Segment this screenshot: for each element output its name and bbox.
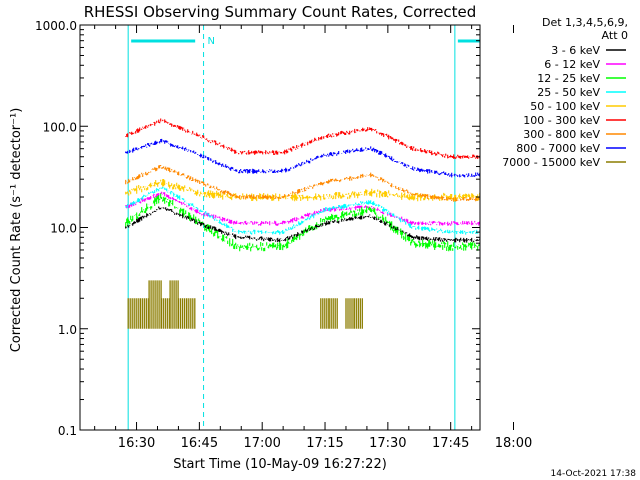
legend-entry-label: 25 - 50 keV <box>537 86 600 99</box>
y-tick-label: 1.0 <box>58 323 77 337</box>
night-bar <box>131 39 196 43</box>
y-tick-label: 0.1 <box>58 424 77 438</box>
y-tick-label: 10.0 <box>50 222 77 236</box>
legend-entry-label: 7000 - 15000 keV <box>502 156 600 169</box>
legend-entry-label: 6 - 12 keV <box>544 58 600 71</box>
legend-entry-label: 3 - 6 keV <box>551 44 600 57</box>
x-tick-label: 17:30 <box>369 436 406 451</box>
night-bar <box>457 39 480 43</box>
y-tick-label: 1000.0 <box>35 19 77 33</box>
x-tick-label: 17:15 <box>306 436 343 451</box>
x-tick-label: 17:45 <box>432 436 469 451</box>
legend-header: Att 0 <box>602 29 628 42</box>
series-line <box>125 179 480 202</box>
plot-frame <box>79 24 481 431</box>
x-tick-label: 16:45 <box>181 436 218 451</box>
series-line <box>125 165 480 202</box>
y-axis-label: Corrected Count Rate (s⁻¹ detector⁻¹) <box>9 108 24 353</box>
series-line <box>125 193 480 252</box>
legend-entry-label: 800 - 7000 keV <box>516 142 600 155</box>
y-tick-label: 100.0 <box>43 120 77 134</box>
x-axis-label: Start Time (10-May-09 16:27:22) <box>173 457 387 472</box>
series-line <box>127 280 363 329</box>
x-tick-label: 16:30 <box>118 436 155 451</box>
x-tick-label: 17:00 <box>243 436 280 451</box>
legend-entry-label: 100 - 300 keV <box>523 114 600 127</box>
series-line <box>125 118 480 159</box>
series-line <box>125 206 480 243</box>
legend-header: Det 1,3,4,5,6,9, <box>542 16 628 29</box>
series-line <box>125 186 480 235</box>
legend-entry-label: 50 - 100 keV <box>530 100 600 113</box>
footer-timestamp: 14-Oct-2021 17:38 <box>551 469 637 479</box>
annotation-n: N <box>208 36 215 47</box>
x-tick-label: 18:00 <box>495 436 532 451</box>
legend-entry-label: 300 - 800 keV <box>523 128 600 141</box>
chart-title: RHESSI Observing Summary Count Rates, Co… <box>84 3 477 21</box>
legend-entry-label: 12 - 25 keV <box>537 72 600 85</box>
